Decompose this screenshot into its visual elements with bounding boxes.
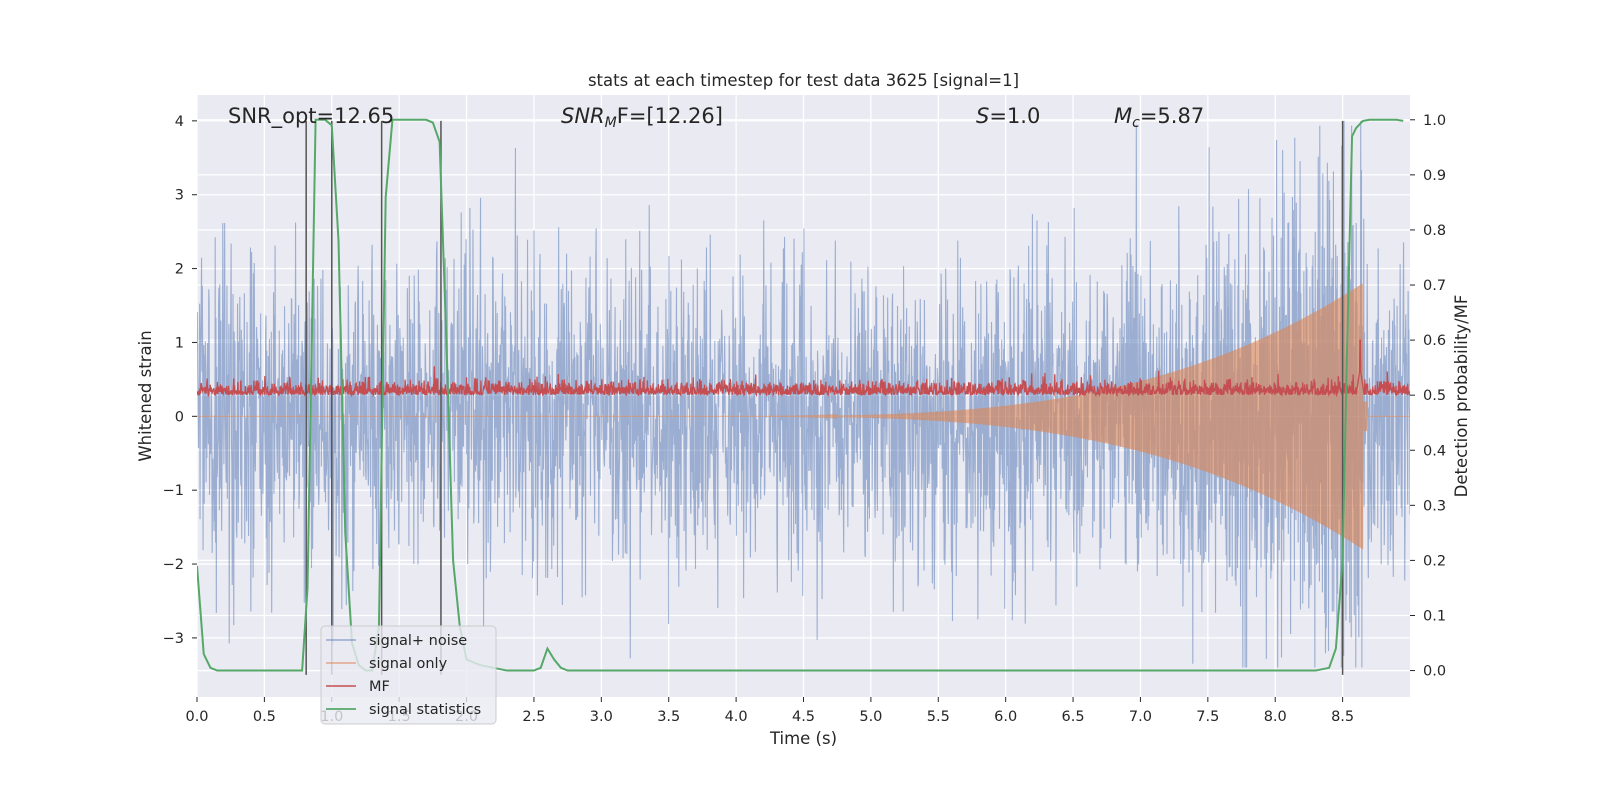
x-tick-label: 3.0 [590, 709, 613, 725]
y-left-axis-label: Whitened strain [136, 330, 155, 461]
y-left-tick-label: 4 [175, 114, 184, 130]
x-axis-label: Time (s) [769, 729, 837, 748]
y-left-tick-label: 3 [175, 188, 184, 204]
y-left-tick-label: 2 [175, 262, 184, 278]
y-right-tick-label: 0.2 [1423, 553, 1446, 569]
y-right-tick-label: 0.0 [1423, 664, 1446, 680]
x-tick-label: 3.5 [657, 709, 680, 725]
annotation-snr-mf: SNRMF=[12.26] [561, 104, 723, 131]
x-tick-label: 0.0 [185, 709, 208, 725]
y-left-tick-label: −1 [163, 483, 184, 499]
legend-label: MF [369, 679, 390, 695]
y-left-tick-label: 0 [175, 409, 184, 425]
annotation-mc-var: M [1114, 104, 1132, 128]
annotation-s: S=1.0 [976, 104, 1040, 128]
series-mf-line [197, 339, 1410, 398]
x-tick-label: 2.5 [522, 709, 545, 725]
series-signal-only-line [197, 283, 1410, 550]
y-right-axis-ticks: 0.0 0.1 0.2 0.3 0.4 0.5 0.6 0.7 0.8 0.9 1.0 [1410, 113, 1446, 680]
y-left-tick-label: −2 [163, 557, 184, 573]
annotation-snr-mf-rest: F=[12.26] [617, 104, 723, 128]
legend-label: signal only [369, 656, 448, 672]
x-tick-label: 6.0 [994, 709, 1017, 725]
x-tick-label: 0.5 [253, 709, 276, 725]
y-right-tick-label: 0.8 [1423, 223, 1446, 239]
x-tick-label: 8.5 [1331, 709, 1354, 725]
y-right-tick-label: 0.6 [1423, 333, 1446, 349]
x-tick-label: 7.0 [1129, 709, 1152, 725]
y-right-tick-label: 0.5 [1423, 388, 1446, 404]
legend-label: signal statistics [369, 702, 481, 718]
annotation-snr-opt: SNR_opt=12.65 [228, 104, 394, 129]
y-right-axis-label: Detection probability/MF [1452, 295, 1471, 498]
annotation-snr-mf-sub: M [605, 115, 617, 131]
y-right-tick-label: 0.4 [1423, 443, 1446, 459]
annotation-s-var: S [976, 104, 989, 128]
y-right-tick-label: 0.9 [1423, 168, 1446, 184]
legend-box [320, 625, 497, 725]
annotation-snr-mf-main: SNR [561, 104, 605, 128]
y-left-axis-ticks: −3 −2 −1 0 1 2 3 4 [163, 114, 197, 647]
x-tick-label: 4.0 [725, 709, 748, 725]
x-tick-label: 5.0 [859, 709, 882, 725]
y-right-tick-label: 1.0 [1423, 113, 1446, 129]
x-tick-label: 4.5 [792, 709, 815, 725]
y-left-tick-label: 1 [175, 335, 184, 351]
y-right-tick-label: 0.1 [1423, 608, 1446, 624]
chart-title: stats at each timestep for test data 362… [588, 71, 1019, 90]
annotation-mc: Mc=5.87 [1114, 104, 1204, 131]
annotation-mc-rest: =5.87 [1140, 104, 1204, 128]
x-tick-label: 7.5 [1196, 709, 1219, 725]
x-tick-label: 5.5 [927, 709, 950, 725]
annotation-s-rest: =1.0 [989, 104, 1040, 128]
legend: signal+ noise signal only MF signal statist… [320, 625, 497, 725]
y-left-tick-label: −3 [163, 631, 184, 647]
y-right-tick-label: 0.3 [1423, 498, 1446, 514]
legend-label: signal+ noise [369, 633, 467, 649]
y-right-tick-label: 0.7 [1423, 278, 1446, 294]
x-tick-label: 8.0 [1264, 709, 1287, 725]
plot-clip-group [197, 118, 1410, 675]
annotation-mc-sub: c [1132, 115, 1140, 131]
x-tick-label: 6.5 [1062, 709, 1085, 725]
